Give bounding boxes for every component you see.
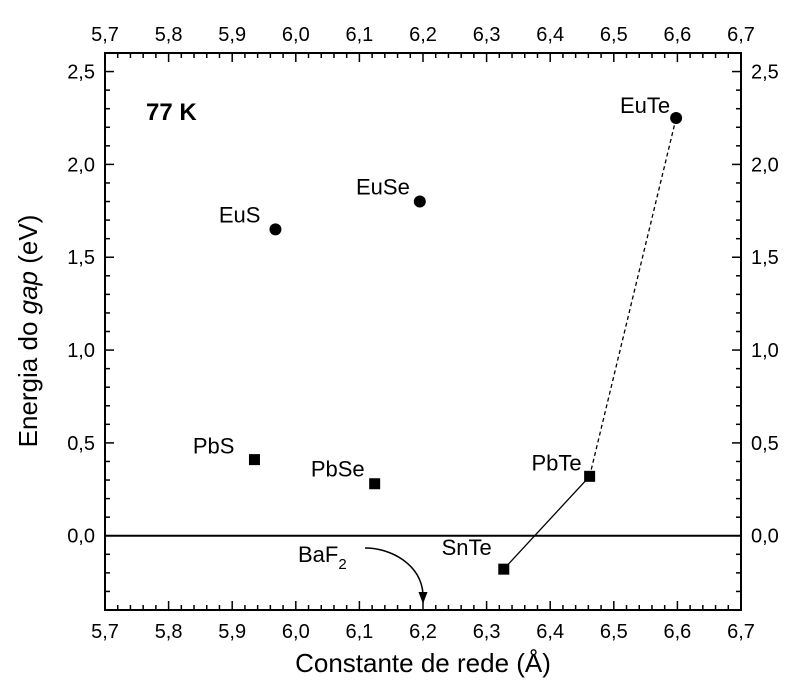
y-tick-label-left: 1,0 (67, 340, 95, 362)
data-point-pbs (248, 454, 260, 466)
y-tick-label-right: 0,0 (751, 526, 779, 548)
tick-marks (104, 52, 742, 611)
data-point-euse (413, 195, 426, 208)
baf2-arrowhead (418, 592, 428, 604)
x-tick-label-bottom: 6,0 (282, 621, 310, 643)
y-tick-label-left: 1,5 (67, 247, 95, 269)
baf2-arrow (364, 547, 424, 595)
data-point-eute (670, 111, 683, 124)
temperature-annotation: 77 K (146, 99, 197, 126)
x-tick-label-bottom: 5,7 (91, 621, 119, 643)
y-axis-title: Energia do gap (eV) (13, 215, 43, 448)
x-tick-label-top: 6,1 (345, 24, 373, 46)
x-tick-label-bottom: 5,9 (218, 621, 246, 643)
x-tick-label-top: 6,7 (727, 24, 755, 46)
baf2-subscript: 2 (338, 556, 346, 573)
y-tick-label-left: 2,5 (67, 62, 95, 84)
y-tick-label-right: 2,0 (751, 154, 779, 176)
x-tick-label-top: 6,2 (409, 24, 437, 46)
data-point-snte (498, 563, 510, 575)
data-point-pbse (369, 478, 381, 490)
point-label-pbse: PbSe (311, 457, 365, 482)
y-tick-label-right: 1,5 (751, 247, 779, 269)
y-tick-label-right: 2,5 (751, 62, 779, 84)
point-label-snte: SnTe (442, 535, 492, 560)
x-tick-label-bottom: 6,3 (473, 621, 501, 643)
connector-pbte-eute (589, 117, 677, 477)
x-tick-label-top: 6,3 (473, 24, 501, 46)
data-markers (248, 111, 683, 575)
point-label-pbte: PbTe (531, 450, 581, 475)
point-labels: EuS EuSe EuTe PbS PbSe PbTe SnTe (193, 93, 670, 560)
y-tick-label-right: 1,0 (751, 340, 779, 362)
x-tick-label-top: 5,8 (155, 24, 183, 46)
x-tick-label-bottom: 6,6 (663, 621, 691, 643)
connector-snte-pbte (503, 475, 591, 570)
tick-labels: 5,7 5,7 5,8 5,8 5,9 5,9 6,0 6,0 6,1 6,1 6,2 6,2 6,3 6… (67, 24, 779, 643)
x-tick-label-top: 5,7 (91, 24, 119, 46)
x-tick-label-top: 6,6 (663, 24, 691, 46)
baf2-annotation: BaF2 (298, 542, 428, 604)
point-label-eus: EuS (219, 202, 261, 227)
point-label-eute: EuTe (620, 93, 670, 118)
point-label-euse: EuSe (356, 175, 410, 200)
x-tick-label-top: 5,9 (218, 24, 246, 46)
y-tick-label-right: 0,5 (751, 433, 779, 455)
x-tick-label-top: 6,5 (600, 24, 628, 46)
x-axis-title: Constante de rede (Å) (295, 648, 551, 678)
point-label-pbs: PbS (193, 434, 235, 459)
x-tick-label-bottom: 6,5 (600, 621, 628, 643)
plot-frame (104, 52, 742, 611)
x-tick-label-bottom: 6,7 (727, 621, 755, 643)
y-tick-label-left: 0,0 (67, 526, 95, 548)
x-tick-label-bottom: 6,4 (536, 621, 564, 643)
x-tick-label-bottom: 6,2 (409, 621, 437, 643)
x-tick-label-top: 6,4 (536, 24, 564, 46)
y-tick-label-left: 0,5 (67, 433, 95, 455)
data-point-eus (269, 223, 282, 236)
connectors (503, 117, 677, 570)
y-tick-label-left: 2,0 (67, 154, 95, 176)
x-tick-label-bottom: 6,1 (345, 621, 373, 643)
x-tick-label-top: 6,0 (282, 24, 310, 46)
data-point-pbte (584, 470, 596, 482)
baf2-label: BaF2 (298, 542, 347, 573)
x-tick-label-bottom: 5,8 (155, 621, 183, 643)
